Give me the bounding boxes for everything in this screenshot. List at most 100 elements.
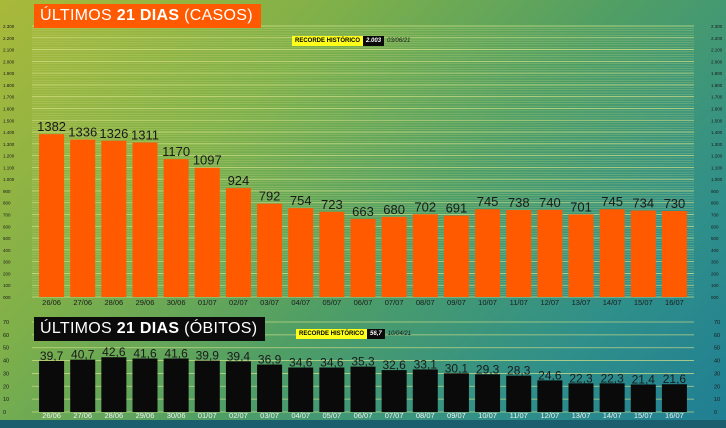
cases-ytick-left: 1.100: [3, 165, 15, 170]
deaths-bar: [225, 361, 251, 412]
cases-ytick-right: 1.700: [711, 95, 723, 100]
cases-value-label: 740: [539, 195, 561, 210]
deaths-x-label: 06/07: [354, 411, 373, 420]
cases-value-label: 1382: [37, 119, 66, 134]
cases-bar: [599, 209, 625, 297]
deaths-bar: [381, 370, 407, 412]
cases-x-label: 11/07: [510, 298, 528, 307]
cases-ytick-left: 100: [3, 283, 11, 288]
cases-ytick-right: 1.100: [711, 165, 723, 170]
deaths-ytick-left: 40: [3, 359, 9, 365]
cases-x-label: 26/06: [42, 298, 61, 307]
deaths-x-label: 28/06: [104, 411, 123, 420]
cases-ytick-right: 1.500: [711, 118, 723, 123]
cases-record-label: RECORDE HISTÓRICO: [292, 36, 364, 46]
deaths-ytick-right: 10: [714, 397, 720, 403]
deaths-ytick-right: 0: [714, 410, 717, 416]
cases-value-label: 745: [477, 194, 499, 209]
deaths-bar: [288, 367, 314, 412]
cases-x-label: 15/07: [634, 298, 653, 307]
cases-x-label: 10/07: [478, 298, 497, 307]
cases-ytick-right: 1.200: [711, 154, 723, 159]
deaths-value-label: 24,6: [538, 368, 562, 382]
cases-title-suffix: (CASOS): [179, 7, 253, 24]
cases-ytick-left: 1.900: [3, 71, 15, 76]
deaths-value-label: 34,6: [289, 356, 313, 370]
cases-bar: [568, 214, 594, 297]
deaths-value-label: 22,3: [569, 371, 593, 385]
deaths-bar: [350, 366, 376, 412]
deaths-title-prefix: ÚLTIMOS: [40, 320, 117, 337]
cases-bar: [132, 142, 158, 297]
deaths-ytick-left: 50: [3, 346, 9, 352]
deaths-record-value: 56,7: [367, 329, 385, 339]
deaths-ytick-left: 60: [3, 333, 9, 339]
deaths-x-label: 29/06: [136, 411, 155, 420]
deaths-x-label: 30/06: [167, 411, 186, 420]
deaths-chart-title: ÚLTIMOS 21 DIAS (ÓBITOS): [34, 317, 266, 341]
cases-x-label: 28/06: [104, 298, 123, 307]
deaths-title-bold: 21 DIAS: [116, 320, 180, 337]
cases-bar: [257, 203, 283, 297]
deaths-value-label: 40,7: [71, 348, 95, 362]
cases-ytick-left: 400: [3, 248, 11, 253]
cases-x-label: 02/07: [229, 298, 248, 307]
cases-value-label: 663: [352, 204, 374, 219]
cases-bar: [661, 210, 687, 297]
cases-ytick-right: 600: [711, 224, 719, 229]
deaths-ytick-right: 30: [714, 371, 720, 377]
cases-value-label: 745: [601, 194, 623, 209]
cases-record-date: 03/06/21: [387, 38, 411, 44]
cases-x-label: 05/07: [322, 298, 341, 307]
deaths-ytick-left: 30: [3, 371, 9, 377]
cases-ytick-right: 2.200: [711, 36, 723, 41]
cases-ytick-left: 800: [3, 201, 11, 206]
deaths-bar: [132, 358, 158, 412]
cases-ytick-left: 1.700: [3, 95, 15, 100]
deaths-record-badge: RECORDE HISTÓRICO 56,7 10/04/21: [296, 329, 414, 339]
deaths-x-label: 11/07: [510, 411, 528, 420]
deaths-bar: [630, 384, 656, 412]
cases-bar: [39, 134, 65, 297]
deaths-x-label: 27/06: [73, 411, 92, 420]
deaths-value-label: 39,4: [227, 349, 251, 363]
deaths-x-label: 09/07: [447, 411, 466, 420]
deaths-ytick-right: 40: [714, 359, 720, 365]
cases-bar: [101, 140, 127, 297]
cases-record-badge: RECORDE HISTÓRICO 2.003 03/06/21: [292, 36, 413, 46]
cases-ytick-right: 300: [711, 260, 719, 265]
cases-x-label: 06/07: [354, 298, 373, 307]
cases-ytick-right: 700: [711, 213, 719, 218]
deaths-value-label: 36,9: [258, 353, 282, 367]
deaths-x-label: 03/07: [260, 411, 279, 420]
cases-ytick-left: 1.500: [3, 118, 15, 123]
deaths-bar: [661, 384, 687, 412]
deaths-x-label: 08/07: [416, 411, 435, 420]
cases-value-label: 1311: [131, 128, 159, 143]
cases-chart-title: ÚLTIMOS 21 DIAS (CASOS): [34, 4, 261, 28]
cases-x-label: 07/07: [385, 298, 404, 307]
deaths-record-date: 10/04/21: [387, 331, 412, 337]
cases-bar: [288, 208, 314, 297]
deaths-bar: [475, 374, 501, 412]
cases-ytick-right: 2.300: [711, 24, 723, 29]
cases-ytick-right: 900: [711, 189, 719, 194]
deaths-value-label: 33,1: [414, 357, 438, 371]
cases-x-label: 09/07: [447, 298, 466, 307]
cases-ytick-right: 2.100: [711, 48, 723, 53]
deaths-ytick-right: 70: [714, 320, 720, 326]
cases-bar: [381, 216, 407, 297]
cases-bar: [412, 214, 438, 297]
deaths-value-label: 34,6: [320, 356, 344, 370]
deaths-x-label: 13/07: [572, 411, 591, 420]
deaths-x-label: 02/07: [229, 411, 248, 420]
deaths-x-label: 14/07: [603, 411, 622, 420]
cases-bar: [70, 139, 96, 297]
cases-value-label: 1097: [193, 153, 222, 168]
deaths-ytick-right: 60: [714, 333, 720, 339]
deaths-bar: [257, 364, 283, 412]
deaths-ytick-left: 20: [3, 384, 9, 390]
deaths-x-label: 16/07: [665, 411, 684, 420]
deaths-x-label: 07/07: [385, 411, 404, 420]
cases-ytick-left: 2.100: [3, 48, 15, 53]
